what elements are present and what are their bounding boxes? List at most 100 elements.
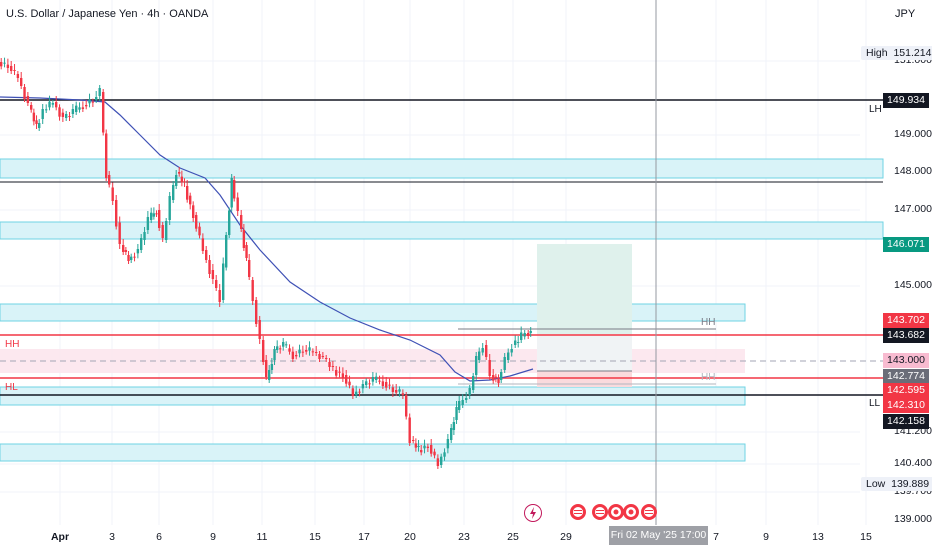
candle-body bbox=[225, 235, 228, 268]
moving-average-line bbox=[0, 96, 534, 382]
candle-body bbox=[122, 245, 125, 252]
low-value: 139.889 bbox=[891, 478, 930, 490]
crosshair-time-label: Fri 02 May '25 17:00 bbox=[609, 526, 708, 545]
candle-body bbox=[115, 200, 118, 227]
price-axis-label: 147.000 bbox=[894, 203, 932, 215]
candle-body bbox=[308, 347, 311, 351]
candle-body bbox=[186, 186, 189, 200]
price-tag: 142.158 bbox=[883, 414, 929, 429]
lightning-icon[interactable] bbox=[524, 504, 542, 522]
price-tag: 142.774 bbox=[883, 369, 929, 384]
candle-body bbox=[358, 391, 361, 393]
candle-body bbox=[455, 407, 458, 420]
symbol-title[interactable]: U.S. Dollar / Japanese Yen · 4h · OANDA bbox=[6, 8, 209, 20]
candle-body bbox=[211, 270, 215, 279]
zone-148 bbox=[0, 158, 884, 179]
candle-body bbox=[488, 360, 491, 376]
us-flag-icon[interactable] bbox=[641, 504, 657, 520]
time-axis-label: 15 bbox=[309, 531, 321, 543]
candle-body bbox=[395, 390, 398, 393]
candle-body bbox=[218, 290, 221, 302]
candle-body bbox=[315, 352, 318, 353]
candle-body bbox=[371, 377, 375, 382]
candle-body bbox=[468, 388, 471, 395]
candle-body bbox=[355, 391, 358, 395]
ll-label: LL bbox=[869, 398, 881, 409]
candle-body bbox=[270, 364, 274, 370]
candle-body bbox=[205, 250, 208, 260]
candle-body bbox=[6, 64, 10, 68]
zone-140 bbox=[0, 443, 746, 462]
price-tag: 149.934 bbox=[883, 93, 929, 108]
candle-body bbox=[108, 175, 111, 185]
candle-body bbox=[0, 62, 3, 67]
time-axis-label: 9 bbox=[210, 531, 216, 543]
candle-body bbox=[127, 255, 130, 261]
candle-body bbox=[461, 400, 464, 405]
candle-body bbox=[91, 101, 95, 103]
time-axis-label: 7 bbox=[713, 531, 719, 543]
candle-body bbox=[189, 195, 192, 205]
candle-body bbox=[417, 446, 420, 447]
candle-body bbox=[48, 101, 51, 108]
us-flag-icon[interactable] bbox=[570, 504, 586, 520]
candle-body bbox=[391, 387, 395, 392]
candle-body bbox=[111, 187, 114, 201]
candle-body bbox=[291, 351, 295, 359]
candle-body bbox=[158, 210, 161, 228]
candle-body bbox=[265, 360, 268, 377]
candle-body bbox=[414, 443, 418, 448]
candle-body bbox=[368, 383, 371, 385]
candle-body bbox=[245, 245, 248, 258]
price-axis-label: 149.000 bbox=[894, 128, 932, 140]
candle-body bbox=[222, 263, 225, 300]
candle-body bbox=[98, 88, 101, 96]
candle-body bbox=[35, 120, 38, 124]
candle-body bbox=[168, 196, 171, 220]
candle-body bbox=[412, 440, 415, 441]
candle-body bbox=[146, 217, 150, 230]
candle-body bbox=[282, 342, 285, 347]
candle-body bbox=[255, 300, 258, 324]
candle-body bbox=[198, 226, 201, 236]
jp-flag-icon[interactable] bbox=[623, 504, 639, 520]
candle-body bbox=[398, 389, 401, 392]
hh-left-label: HH bbox=[5, 339, 20, 350]
time-axis-label: 13 bbox=[812, 531, 824, 543]
candle-body bbox=[61, 112, 65, 117]
candle-body bbox=[71, 109, 75, 114]
candle-body bbox=[178, 172, 181, 174]
time-axis-label: 29 bbox=[560, 531, 572, 543]
high-value: 151.214 bbox=[893, 47, 932, 59]
position-entry bbox=[537, 334, 632, 371]
time-axis-label: 15 bbox=[860, 531, 872, 543]
price-tag: 146.071 bbox=[883, 237, 929, 252]
price-axis-label: 145.000 bbox=[894, 279, 932, 291]
candle-body bbox=[514, 340, 517, 345]
time-axis-label: 6 bbox=[156, 531, 162, 543]
candle-body bbox=[268, 370, 271, 380]
us-flag-icon[interactable] bbox=[592, 504, 608, 520]
candle-body bbox=[20, 78, 23, 86]
price-axis-label: 140.400 bbox=[894, 457, 932, 469]
position-loss bbox=[537, 371, 632, 387]
candle-body bbox=[273, 349, 276, 360]
candle-body bbox=[341, 373, 345, 378]
hl-left-label: HL bbox=[5, 382, 18, 393]
candle-body bbox=[494, 376, 498, 378]
low-label: Low bbox=[866, 478, 886, 490]
candle-body bbox=[150, 212, 153, 220]
candle-body bbox=[58, 107, 61, 117]
candle-body bbox=[311, 351, 315, 353]
candle-body bbox=[45, 109, 48, 111]
candle-body bbox=[95, 97, 98, 100]
candle-body bbox=[401, 393, 405, 395]
candle-body bbox=[192, 205, 195, 218]
jp-flag-icon[interactable] bbox=[608, 504, 624, 520]
candle-body bbox=[430, 445, 433, 454]
candle-body bbox=[507, 352, 510, 360]
candle-body bbox=[285, 344, 288, 346]
candle-body bbox=[446, 439, 450, 449]
candle-body bbox=[385, 382, 388, 388]
